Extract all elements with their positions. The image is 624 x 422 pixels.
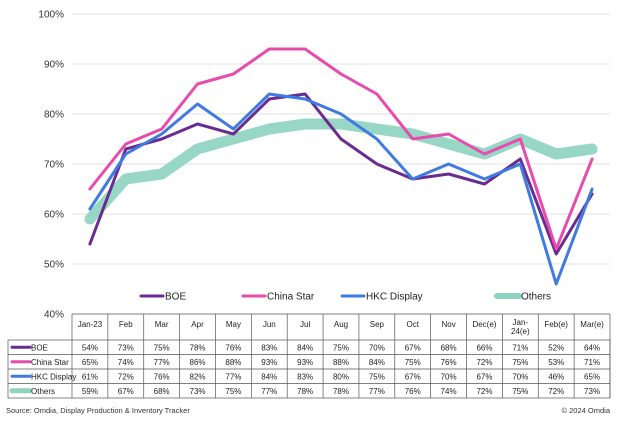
y-tick-label: 80% bbox=[44, 110, 64, 121]
data-label: 72% bbox=[476, 387, 492, 396]
data-label: 73% bbox=[190, 387, 206, 396]
data-label: 84% bbox=[369, 358, 385, 367]
row-label: HKC Display bbox=[31, 372, 76, 381]
data-label: 75% bbox=[512, 358, 528, 367]
series-lines bbox=[84, 47, 598, 286]
data-label: 83% bbox=[261, 343, 277, 352]
data-label: 86% bbox=[190, 358, 206, 367]
copyright-note: © 2024 Omdia bbox=[561, 406, 610, 415]
data-label: 65% bbox=[82, 358, 98, 367]
x-tick-label: Aug bbox=[334, 320, 348, 329]
data-label: 75% bbox=[405, 358, 421, 367]
data-label: 76% bbox=[225, 343, 241, 352]
data-label: 80% bbox=[333, 372, 349, 381]
data-label: 78% bbox=[190, 343, 206, 352]
x-tick-label: May bbox=[226, 320, 241, 329]
x-tick-label: Nov bbox=[441, 320, 455, 329]
y-tick-label: 100% bbox=[38, 10, 64, 21]
series-line-china-star bbox=[88, 47, 594, 251]
row-label: China Star bbox=[31, 358, 69, 367]
data-label: 77% bbox=[261, 387, 277, 396]
data-label: 73% bbox=[118, 343, 134, 352]
legend-label: BOE bbox=[165, 292, 186, 303]
data-label: 88% bbox=[225, 358, 241, 367]
data-label: 73% bbox=[584, 387, 600, 396]
data-label: 66% bbox=[476, 343, 492, 352]
data-label: 61% bbox=[82, 372, 98, 381]
data-label: 78% bbox=[333, 387, 349, 396]
y-tick-label: 60% bbox=[44, 210, 64, 221]
data-label: 46% bbox=[548, 372, 564, 381]
data-label: 59% bbox=[82, 387, 98, 396]
x-tick-label: Jul bbox=[300, 320, 310, 329]
data-label: 71% bbox=[512, 343, 528, 352]
data-label: 75% bbox=[512, 387, 528, 396]
data-label: 70% bbox=[441, 372, 457, 381]
data-label: 75% bbox=[369, 372, 385, 381]
data-label: 67% bbox=[405, 343, 421, 352]
data-label: 74% bbox=[441, 387, 457, 396]
data-label: 67% bbox=[476, 372, 492, 381]
x-tick-label: Mar bbox=[155, 320, 169, 329]
data-label: 64% bbox=[584, 343, 600, 352]
data-label: 76% bbox=[154, 372, 170, 381]
y-tick-label: 90% bbox=[44, 60, 64, 71]
data-label: 72% bbox=[548, 387, 564, 396]
data-table: Jan-23 Feb Mar Apr May Jun Jul Aug Sep Oct Nov Dec(… bbox=[7, 313, 611, 399]
x-tick-label: Feb bbox=[119, 320, 133, 329]
data-label: 84% bbox=[261, 372, 277, 381]
data-label: 52% bbox=[548, 343, 564, 352]
data-label: 67% bbox=[118, 387, 134, 396]
data-label: 68% bbox=[441, 343, 457, 352]
source-note: Source: Omdia, Display Production & Inve… bbox=[6, 406, 190, 415]
data-label: 68% bbox=[154, 387, 170, 396]
data-label: 74% bbox=[118, 358, 134, 367]
legend-label: Others bbox=[521, 292, 551, 303]
x-tick-label: Feb(e) bbox=[544, 320, 568, 329]
data-label: 78% bbox=[297, 387, 313, 396]
x-tick-label: Apr bbox=[191, 320, 204, 329]
data-label: 76% bbox=[405, 387, 421, 396]
data-label: 82% bbox=[190, 372, 206, 381]
x-tick-label: Jan-24(e) bbox=[511, 318, 530, 336]
x-tick-label: Jan-23 bbox=[78, 320, 103, 329]
data-label: 93% bbox=[297, 358, 313, 367]
data-label: 93% bbox=[261, 358, 277, 367]
data-label: 53% bbox=[548, 358, 564, 367]
data-label: 70% bbox=[512, 372, 528, 381]
y-tick-label: 70% bbox=[44, 160, 64, 171]
data-label: 77% bbox=[369, 387, 385, 396]
data-label: 67% bbox=[405, 372, 421, 381]
x-tick-label: Sep bbox=[370, 320, 385, 329]
x-tick-label: Oct bbox=[407, 320, 420, 329]
data-label: 75% bbox=[154, 343, 170, 352]
x-tick-label: Jun bbox=[263, 320, 276, 329]
legend: BOE China Star HKC Display Others bbox=[139, 292, 551, 303]
legend-label: China Star bbox=[267, 292, 315, 303]
row-label: BOE bbox=[31, 343, 48, 352]
data-label: 83% bbox=[297, 372, 313, 381]
y-tick-label: 50% bbox=[44, 260, 64, 271]
x-tick-label: Dec(e) bbox=[472, 320, 496, 329]
data-label: 71% bbox=[584, 358, 600, 367]
data-label: 72% bbox=[118, 372, 134, 381]
data-label: 76% bbox=[441, 358, 457, 367]
data-label: 77% bbox=[154, 358, 170, 367]
data-label: 75% bbox=[225, 387, 241, 396]
data-label: 65% bbox=[584, 372, 600, 381]
data-label: 75% bbox=[333, 343, 349, 352]
data-label: 84% bbox=[297, 343, 313, 352]
gridlines bbox=[72, 13, 610, 265]
row-label: Others bbox=[31, 387, 55, 396]
y-axis: 40% 50% 60% 70% 80% 90% 100% bbox=[38, 10, 64, 321]
data-label: 77% bbox=[225, 372, 241, 381]
data-label: 72% bbox=[476, 358, 492, 367]
data-label: 88% bbox=[333, 358, 349, 367]
data-label: 70% bbox=[369, 343, 385, 352]
data-label: 54% bbox=[82, 343, 98, 352]
legend-label: HKC Display bbox=[366, 292, 423, 303]
y-tick-label: 40% bbox=[44, 310, 64, 321]
x-tick-label: Mar(e) bbox=[580, 320, 604, 329]
